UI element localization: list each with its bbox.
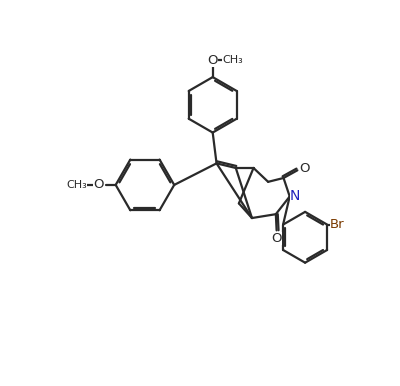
Text: N: N [290,189,300,203]
Text: O: O [208,54,218,67]
Text: O: O [94,178,104,191]
Text: CH₃: CH₃ [222,55,243,65]
Text: O: O [271,232,282,245]
Text: CH₃: CH₃ [66,180,87,190]
Text: Br: Br [330,218,344,231]
Text: O: O [299,162,310,175]
